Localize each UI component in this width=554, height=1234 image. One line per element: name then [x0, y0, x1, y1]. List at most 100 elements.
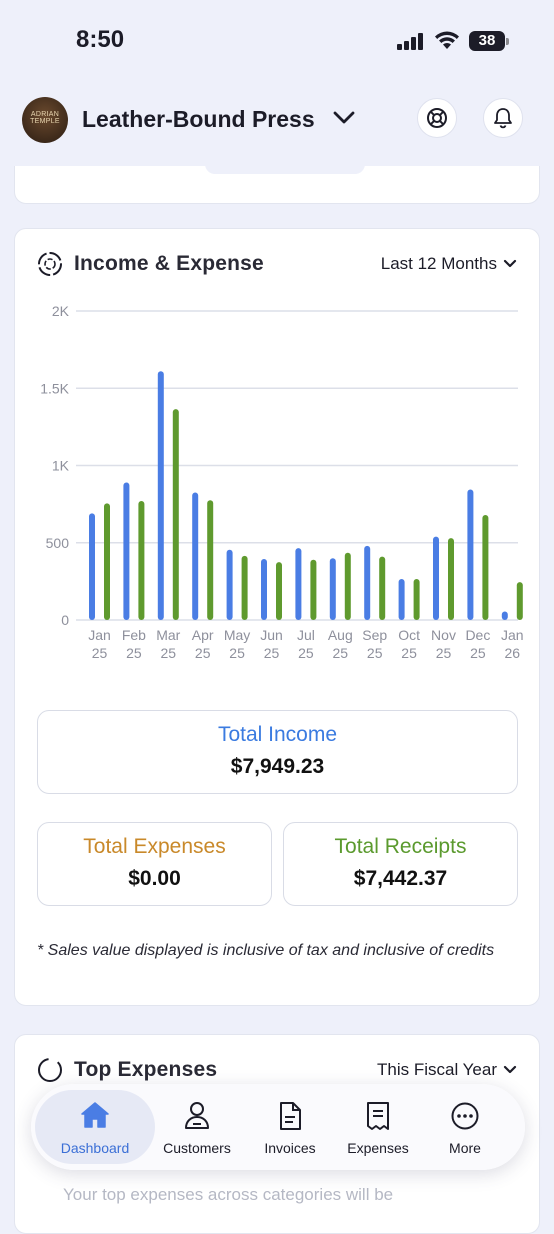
income-bar[interactable] — [364, 545, 371, 620]
chart-ring-icon — [38, 1058, 62, 1082]
receipt-icon — [367, 1102, 389, 1130]
income-expense-card: Income & Expense Last 12 Months 0 500 1K 1.… — [14, 228, 540, 1006]
x-tick-label: 25 — [436, 645, 452, 661]
income-bar[interactable] — [157, 371, 164, 620]
income-bar[interactable] — [398, 579, 405, 620]
total-expenses-box: Total Expenses $0.00 — [37, 822, 272, 906]
person-icon — [185, 1102, 209, 1129]
income-bar[interactable] — [261, 558, 267, 620]
more-icon — [451, 1102, 479, 1130]
total-income-box: Total Income $7,949.23 — [37, 710, 518, 794]
x-tick-label: 25 — [195, 645, 211, 661]
total-receipts-value: $7,442.37 — [353, 867, 448, 890]
top-expenses-hint: Your top expenses across categories will… — [63, 1185, 394, 1204]
wifi-icon — [435, 31, 459, 49]
x-tick-label: 25 — [333, 645, 349, 661]
x-tick-label: 25 — [229, 645, 245, 661]
chevron-down-icon[interactable] — [333, 111, 355, 125]
app-header: ADRIAN TEMPLE Leather-Bound Press — [0, 84, 554, 166]
expense-bar[interactable] — [172, 409, 179, 620]
income-bar[interactable] — [467, 489, 474, 620]
x-tick-label: Feb — [122, 627, 146, 643]
avatar-logo-text: ADRIAN TEMPLE — [30, 111, 60, 125]
income-bar[interactable] — [295, 548, 302, 620]
previous-card — [14, 164, 540, 204]
y-tick-label: 2K — [52, 303, 70, 319]
total-receipts-label: Total Receipts — [334, 835, 467, 858]
x-tick-label: Dec — [465, 627, 490, 643]
total-expenses-label: Total Expenses — [83, 835, 226, 858]
expense-bar[interactable] — [138, 501, 145, 620]
total-income-value: $7,949.23 — [230, 755, 325, 778]
y-tick-label: 500 — [46, 535, 70, 551]
x-tick-label: 25 — [470, 645, 486, 661]
tab-expenses[interactable]: Expenses — [335, 1084, 421, 1170]
chevron-down-icon — [503, 259, 517, 268]
x-tick-label: Jan — [501, 627, 524, 643]
tab-customers[interactable]: Customers — [155, 1084, 239, 1170]
x-tick-label: Aug — [328, 627, 353, 643]
x-tick-label: Oct — [398, 627, 420, 643]
period-dropdown[interactable]: Last 12 Months — [381, 254, 517, 274]
x-tick-label: May — [224, 627, 250, 643]
document-icon — [280, 1102, 301, 1130]
expense-bar[interactable] — [448, 538, 454, 620]
expense-bar[interactable] — [482, 514, 489, 620]
expense-bar[interactable] — [207, 500, 214, 620]
bottom-tab-bar: Dashboard Customers Invoices Expenses — [31, 1084, 525, 1170]
bell-icon — [494, 108, 512, 129]
expense-bar[interactable] — [344, 552, 351, 620]
card-title: Income & Expense — [74, 252, 264, 275]
top-expenses-title: Top Expenses — [74, 1058, 218, 1081]
notifications-button[interactable] — [483, 98, 523, 138]
x-tick-label: Nov — [431, 627, 456, 643]
period-label: Last 12 Months — [380, 254, 497, 273]
expense-bar[interactable] — [241, 555, 248, 620]
expense-bar[interactable] — [516, 582, 523, 620]
x-tick-label: Mar — [156, 627, 180, 643]
expense-bar[interactable] — [104, 503, 110, 620]
x-tick-label: 25 — [264, 645, 280, 661]
expense-bar[interactable] — [276, 562, 282, 620]
x-tick-label: Jan — [88, 627, 111, 643]
x-tick-label: Apr — [192, 627, 214, 643]
expense-bar[interactable] — [379, 556, 386, 620]
tab-label: Invoices — [264, 1140, 316, 1156]
tab-dashboard[interactable]: Dashboard — [35, 1084, 155, 1170]
fiscal-period-dropdown[interactable]: This Fiscal Year — [377, 1060, 517, 1080]
x-tick-label: 25 — [367, 645, 383, 661]
tab-label: Customers — [163, 1140, 231, 1156]
y-tick-label: 1.5K — [40, 380, 69, 396]
income-bar[interactable] — [89, 513, 95, 620]
chevron-down-icon — [503, 1065, 517, 1074]
battery-tip — [506, 38, 509, 45]
x-tick-label: 25 — [126, 645, 142, 661]
income-bar[interactable] — [226, 549, 233, 620]
x-tick-label: Jul — [297, 627, 315, 643]
y-tick-label: 0 — [61, 612, 69, 628]
income-bar[interactable] — [433, 536, 439, 620]
x-tick-label: Sep — [362, 627, 387, 643]
expense-bar[interactable] — [413, 579, 420, 620]
x-tick-label: 25 — [298, 645, 314, 661]
tab-invoices[interactable]: Invoices — [247, 1084, 333, 1170]
company-name[interactable]: Leather-Bound Press — [82, 106, 315, 132]
status-time: 8:50 — [76, 26, 125, 53]
income-bar[interactable] — [329, 558, 336, 620]
expense-bar[interactable] — [310, 559, 317, 620]
previous-card-button-edge[interactable] — [205, 164, 365, 174]
x-tick-label: 25 — [92, 645, 108, 661]
battery-icon: 38 — [469, 31, 505, 51]
chart-ring-icon — [38, 252, 62, 276]
income-bar[interactable] — [192, 492, 199, 620]
income-expense-chart: 0 500 1K 1.5K 2K Jan 25 Feb 25 Mar 25 Apr 25 May 25 Jun… — [40, 303, 524, 661]
status-bar: 8:50 38 — [0, 0, 554, 84]
signal-icon — [397, 32, 427, 50]
tab-label: Dashboard — [60, 1140, 130, 1156]
company-avatar[interactable]: ADRIAN TEMPLE — [22, 97, 68, 143]
help-button[interactable] — [417, 98, 457, 138]
income-bar[interactable] — [501, 611, 508, 620]
tab-more[interactable]: More — [425, 1084, 505, 1170]
income-bar[interactable] — [123, 482, 130, 620]
tax-note: * Sales value displayed is inclusive of … — [37, 942, 495, 959]
